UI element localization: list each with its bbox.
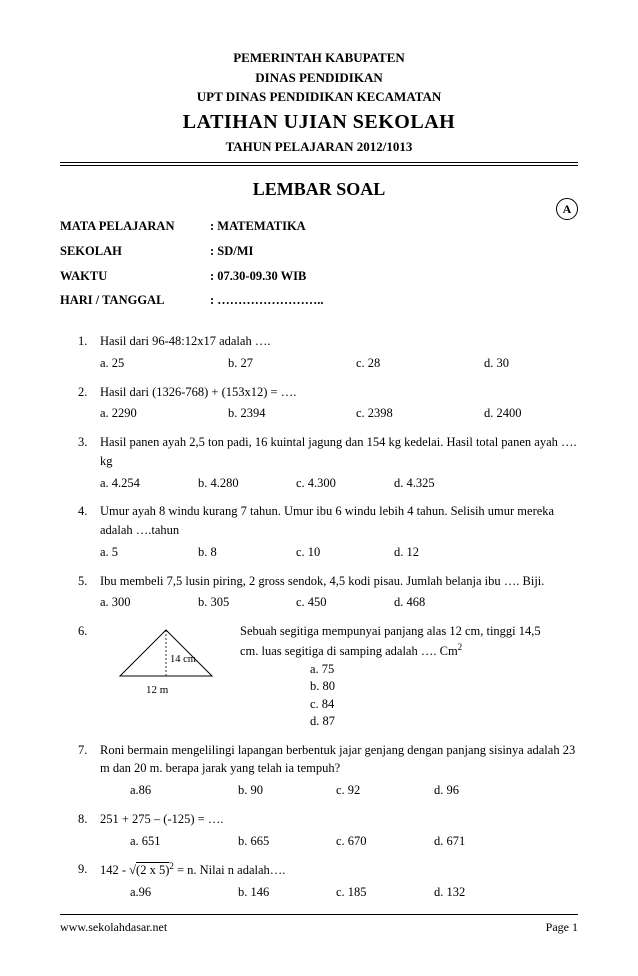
sheet-title: LEMBAR SOAL (60, 176, 578, 203)
q5-number: 5. (78, 572, 100, 613)
q5-opt-d: d. 468 (394, 593, 484, 612)
question-1: 1. Hasil dari 96-48:12x17 adalah …. a. 2… (78, 332, 578, 373)
q7-opt-a: a.86 (130, 781, 230, 800)
q9-opt-c: c. 185 (336, 883, 426, 902)
q6-opt-d: d. 87 (310, 713, 578, 731)
header-line-4: LATIHAN UJIAN SEKOLAH (60, 107, 578, 137)
q9-opt-d: d. 132 (434, 883, 465, 902)
q6-text2: cm. luas segitiga di samping adalah …. C… (240, 641, 578, 661)
triangle-diagram: 14 cm 12 m (100, 622, 220, 702)
q4-text2: adalah ….tahun (100, 521, 578, 540)
q9-number: 9. (78, 860, 100, 902)
question-8: 8. 251 + 275 – (-125) = …. a. 651 b. 665… (78, 810, 578, 851)
q6-opt-a: a. 75 (310, 661, 578, 679)
question-4: 4. Umur ayah 8 windu kurang 7 tahun. Umu… (78, 502, 578, 561)
q9-opt-b: b. 146 (238, 883, 328, 902)
q9-text: 142 - √(2 x 5)2 = n. Nilai n adalah…. (100, 860, 578, 880)
version-badge: A (556, 198, 578, 220)
q1-opt-b: b. 27 (228, 354, 348, 373)
q5-opt-c: c. 450 (296, 593, 386, 612)
q1-opt-a: a. 25 (100, 354, 220, 373)
meta-date-value: : …………………….. (210, 291, 324, 310)
q2-text: Hasil dari (1326-768) + (153x12) = …. (100, 383, 612, 402)
question-3: 3. Hasil panen ayah 2,5 ton padi, 16 kui… (78, 433, 578, 492)
triangle-height-label: 14 cm (170, 652, 196, 668)
question-6: 6. 14 cm 12 m Sebuah segitiga mempunyai … (78, 622, 578, 731)
document-header: PEMERINTAH KABUPATEN DINAS PENDIDIKAN UP… (60, 48, 578, 156)
question-7: 7. Roni bermain mengelilingi lapangan be… (78, 741, 578, 800)
footer-page: Page 1 (546, 918, 578, 936)
header-line-5: TAHUN PELAJARAN 2012/1013 (60, 137, 578, 157)
question-9: 9. 142 - √(2 x 5)2 = n. Nilai n adalah….… (78, 860, 578, 902)
triangle-icon (118, 628, 218, 683)
q1-number: 1. (78, 332, 100, 373)
meta-subject-value: : MATEMATIKA (210, 217, 306, 236)
meta-time-value: : 07.30-09.30 WIB (210, 267, 306, 286)
q2-opt-c: c. 2398 (356, 404, 476, 423)
q2-opt-d: d. 2400 (484, 404, 604, 423)
meta-time-label: WAKTU (60, 267, 210, 286)
page-footer: www.sekolahdasar.net Page 1 (60, 914, 578, 936)
exam-meta: MATA PELAJARAN : MATEMATIKA SEKOLAH : SD… (60, 217, 578, 310)
q7-opt-c: c. 92 (336, 781, 426, 800)
footer-url: www.sekolahdasar.net (60, 918, 167, 936)
q8-opt-b: b. 665 (238, 832, 328, 851)
footer-rule (60, 914, 578, 915)
q3-opt-c: c. 4.300 (296, 474, 386, 493)
q7-number: 7. (78, 741, 100, 800)
q3-opt-a: a. 4.254 (100, 474, 190, 493)
header-rule (60, 162, 578, 166)
meta-school-value: : SD/MI (210, 242, 253, 261)
question-list: 1. Hasil dari 96-48:12x17 adalah …. a. 2… (60, 332, 578, 902)
q5-opt-b: b. 305 (198, 593, 288, 612)
q3-opt-b: b. 4.280 (198, 474, 288, 493)
q3-text2: kg (100, 452, 578, 471)
q3-number: 3. (78, 433, 100, 492)
meta-school: SEKOLAH : SD/MI (60, 242, 578, 261)
q7-text2: m dan 20 m. berapa jarak yang telah ia t… (100, 759, 578, 778)
meta-date-label: HARI / TANGGAL (60, 291, 210, 310)
q6-number: 6. (78, 622, 100, 731)
meta-time: WAKTU : 07.30-09.30 WIB (60, 267, 578, 286)
header-line-3: UPT DINAS PENDIDIKAN KECAMATAN (60, 87, 578, 107)
q2-opt-b: b. 2394 (228, 404, 348, 423)
q4-opt-a: a. 5 (100, 543, 190, 562)
q5-text: Ibu membeli 7,5 lusin piring, 2 gross se… (100, 572, 578, 591)
q1-text: Hasil dari 96-48:12x17 adalah …. (100, 332, 612, 351)
meta-subject-label: MATA PELAJARAN (60, 217, 210, 236)
q4-opt-c: c. 10 (296, 543, 386, 562)
q9-opt-a: a.96 (130, 883, 230, 902)
meta-school-label: SEKOLAH (60, 242, 210, 261)
q8-opt-a: a. 651 (130, 832, 230, 851)
q2-opt-a: a. 2290 (100, 404, 220, 423)
q2-number: 2. (78, 383, 100, 424)
q7-text1: Roni bermain mengelilingi lapangan berbe… (100, 741, 578, 760)
q7-opt-d: d. 96 (434, 781, 459, 800)
triangle-base-label: 12 m (146, 682, 168, 699)
q3-text1: Hasil panen ayah 2,5 ton padi, 16 kuinta… (100, 433, 578, 452)
q6-text1: Sebuah segitiga mempunyai panjang alas 1… (240, 622, 578, 641)
q4-opt-d: d. 12 (394, 543, 484, 562)
q6-opt-b: b. 80 (310, 678, 578, 696)
q6-opt-c: c. 84 (310, 696, 578, 714)
header-line-1: PEMERINTAH KABUPATEN (60, 48, 578, 68)
q8-number: 8. (78, 810, 100, 851)
q7-opt-b: b. 90 (238, 781, 328, 800)
q3-opt-d: d. 4.325 (394, 474, 484, 493)
question-2: 2. Hasil dari (1326-768) + (153x12) = ….… (78, 383, 578, 424)
q4-opt-b: b. 8 (198, 543, 288, 562)
meta-subject: MATA PELAJARAN : MATEMATIKA (60, 217, 578, 236)
question-5: 5. Ibu membeli 7,5 lusin piring, 2 gross… (78, 572, 578, 613)
q1-opt-c: c. 28 (356, 354, 476, 373)
q8-opt-d: d. 671 (434, 832, 465, 851)
header-line-2: DINAS PENDIDIKAN (60, 68, 578, 88)
q8-opt-c: c. 670 (336, 832, 426, 851)
q5-opt-a: a. 300 (100, 593, 190, 612)
q4-number: 4. (78, 502, 100, 561)
q1-opt-d: d. 30 (484, 354, 604, 373)
q4-text1: Umur ayah 8 windu kurang 7 tahun. Umur i… (100, 502, 578, 521)
meta-date: HARI / TANGGAL : …………………….. (60, 291, 578, 310)
q8-text: 251 + 275 – (-125) = …. (100, 810, 578, 829)
